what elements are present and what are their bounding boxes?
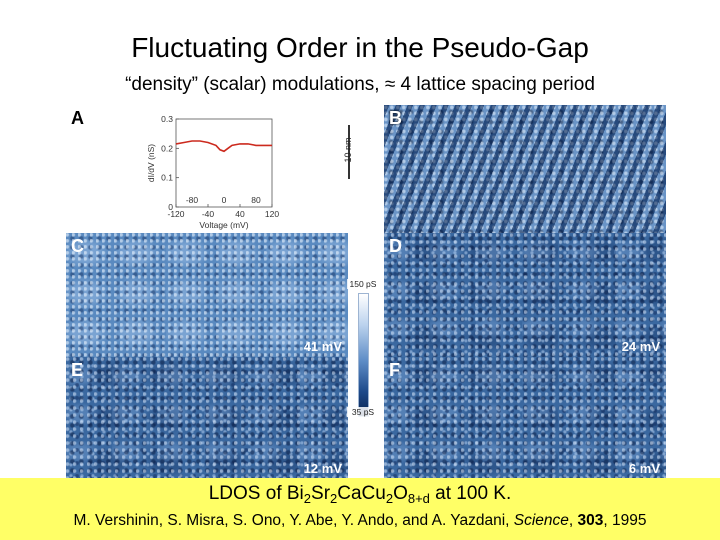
x-tick-inner-label: -80 — [186, 195, 199, 205]
x-tick-label: 120 — [265, 209, 279, 219]
panel-c-energy: 41 mV — [303, 339, 342, 354]
y-axis-label: dI/dV (nS) — [146, 144, 156, 182]
panel-a: A 0.3 0.2 0.1 0 -120 -40 40 120 -80 0 80 Voltage (m… — [66, 105, 288, 233]
y-tick-label: 0.1 — [161, 173, 173, 183]
scale-label: 10 nm — [343, 137, 353, 163]
panel-f-energy: 6 mV — [628, 461, 660, 476]
panel-e-letter: E — [71, 360, 84, 380]
panel-b: B — [384, 105, 666, 233]
x-tick-inner-label: 0 — [222, 195, 227, 205]
panel-d: D 24 mV — [384, 233, 666, 357]
x-tick-inner-label: 80 — [251, 195, 261, 205]
didv-line — [175, 140, 272, 153]
colorbar-top-label: 150 pS — [347, 279, 379, 289]
panel-c-letter: C — [71, 236, 84, 256]
y-tick-label: 0.2 — [161, 143, 173, 153]
x-tick-label: -40 — [202, 209, 215, 219]
caption-ldos: LDOS of Bi2Sr2CaCu2O8+d at 100 K. — [208, 483, 512, 506]
caption-citation: M. Vershinin, S. Misra, S. Ono, Y. Abe, … — [73, 512, 647, 529]
panel-d-letter: D — [389, 236, 402, 256]
panel-f: F 6 mV — [384, 357, 666, 479]
panel-c: C 41 mV — [66, 233, 348, 357]
x-axis-label: Voltage (mV) — [199, 220, 248, 230]
y-tick-label: 0 — [168, 202, 173, 212]
caption-box — [0, 478, 720, 540]
panel-e: E 12 mV — [66, 357, 348, 479]
panel-f-letter: F — [389, 360, 400, 380]
x-tick-label: 40 — [235, 209, 245, 219]
colorbar-bottom-label: 35 pS — [347, 407, 379, 417]
plot-frame — [175, 118, 273, 208]
slide-subtitle: “density” (scalar) modulations, ≈ 4 latt… — [125, 74, 595, 95]
panel-d-energy: 24 mV — [621, 339, 660, 354]
y-tick-label: 0.3 — [161, 114, 173, 124]
panel-a-letter: A — [71, 108, 84, 128]
stm-figure: A 0.3 0.2 0.1 0 -120 -40 40 120 -80 0 80 Voltage (m… — [66, 105, 666, 505]
x-tick-label: -120 — [167, 209, 184, 219]
colorbar — [358, 293, 369, 417]
scale-bar — [348, 125, 350, 179]
panel-b-letter: B — [389, 108, 402, 128]
panel-e-energy: 12 mV — [303, 461, 342, 476]
slide-title: Fluctuating Order in the Pseudo-Gap — [131, 32, 589, 63]
